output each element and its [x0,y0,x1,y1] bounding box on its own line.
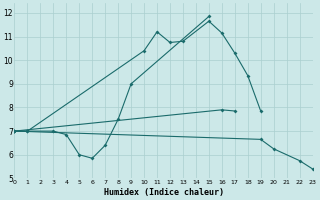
X-axis label: Humidex (Indice chaleur): Humidex (Indice chaleur) [103,188,223,197]
